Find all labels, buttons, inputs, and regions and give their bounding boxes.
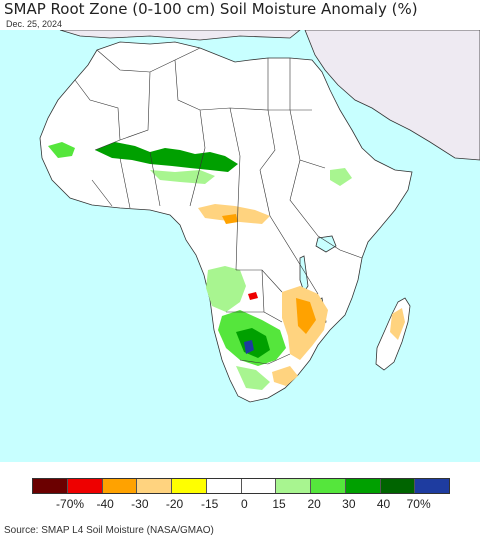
europe-fragment bbox=[59, 29, 302, 41]
dry-patch-congo bbox=[222, 214, 238, 224]
legend-label-10: 40 bbox=[376, 497, 391, 511]
wet-patch-angola bbox=[206, 266, 246, 312]
legend-swatch-8 bbox=[276, 479, 311, 493]
map-area bbox=[0, 29, 480, 462]
wet-patch-south-africa bbox=[236, 366, 270, 390]
legend-swatch-3 bbox=[102, 479, 138, 493]
legend-swatch-6 bbox=[206, 479, 242, 493]
wet-patch-extreme bbox=[244, 340, 254, 354]
map-date: Dec. 25, 2024 bbox=[6, 19, 63, 29]
legend-bar bbox=[32, 478, 450, 494]
dry-patch-central-africa bbox=[198, 204, 270, 224]
dry-patch-mozambique-core bbox=[296, 298, 316, 334]
legend-label-8: 20 bbox=[307, 497, 321, 511]
legend-swatch-12 bbox=[415, 479, 449, 493]
country-borders bbox=[74, 47, 363, 365]
dry-patch-south-coast bbox=[272, 366, 298, 386]
legend-label-7: 15 bbox=[272, 497, 286, 511]
legend-swatch-10 bbox=[345, 479, 381, 493]
legend-swatch-4 bbox=[137, 479, 172, 493]
wet-patch-guinea bbox=[48, 142, 75, 158]
legend-swatch-2 bbox=[67, 479, 103, 493]
middle-east-region bbox=[304, 29, 480, 161]
legend-label-1: -70% bbox=[56, 497, 85, 511]
africa-map bbox=[0, 29, 480, 462]
legend-swatch-5 bbox=[172, 479, 207, 493]
legend-label-5: -15 bbox=[200, 497, 219, 511]
legend-swatch-7 bbox=[241, 479, 277, 493]
lake-victoria bbox=[315, 235, 337, 253]
legend-label-2: -40 bbox=[96, 497, 114, 511]
legend-swatch-9 bbox=[311, 479, 346, 493]
legend-label-9: 30 bbox=[342, 497, 356, 511]
dry-spot-angola bbox=[248, 292, 258, 300]
legend-labels: -70% -40 -30 -20 -15 0 15 20 30 40 70% bbox=[32, 497, 450, 511]
legend-label-6: 0 bbox=[241, 497, 248, 511]
wet-patch-nigeria bbox=[150, 170, 215, 184]
source-note: Source: SMAP L4 Soil Moisture (NASA/GMAO… bbox=[4, 525, 214, 536]
wet-patch-west-africa bbox=[95, 142, 238, 172]
legend-swatch-11 bbox=[380, 479, 416, 493]
legend-label-4: -20 bbox=[165, 497, 184, 511]
wet-patch-botswana bbox=[236, 328, 270, 358]
map-title: SMAP Root Zone (0-100 cm) Soil Moisture … bbox=[4, 0, 418, 18]
legend-label-11: 70% bbox=[406, 497, 431, 511]
legend-swatch-1 bbox=[33, 479, 68, 493]
dry-patch-madagascar bbox=[390, 308, 405, 340]
legend-label-3: -30 bbox=[131, 497, 149, 511]
wet-patch-ethiopia bbox=[330, 168, 352, 186]
